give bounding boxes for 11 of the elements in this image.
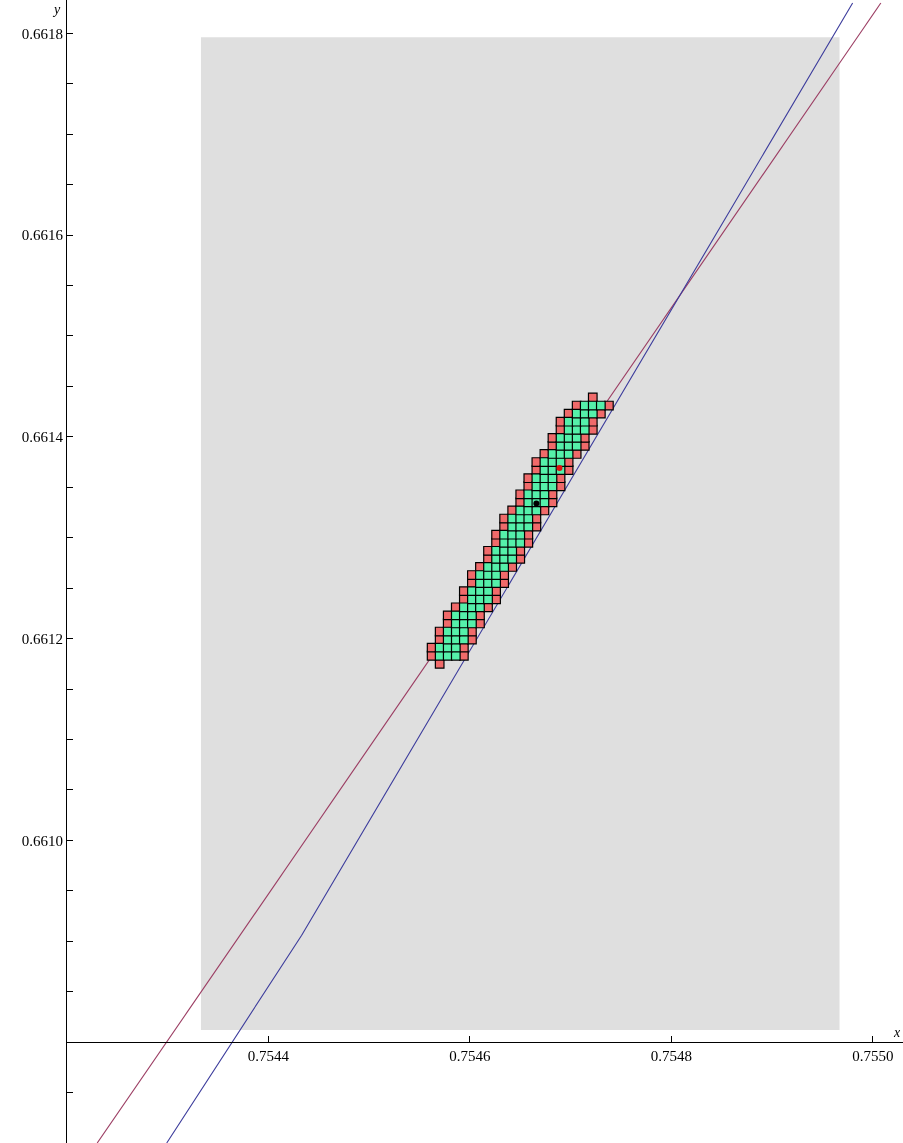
x-tick-label: 0.7544 xyxy=(247,1048,290,1065)
y-tick-label: 0.6614 xyxy=(21,429,64,446)
y-tick-label: 0.6610 xyxy=(21,832,63,849)
x-axis-title: x xyxy=(893,1025,901,1040)
y-tick-label: 0.6612 xyxy=(21,630,63,647)
x-tick-label: 0.7550 xyxy=(852,1048,894,1065)
y-axis-title: y xyxy=(52,2,61,17)
y-tick-label: 0.6616 xyxy=(21,227,64,244)
x-tick-label: 0.7548 xyxy=(650,1048,692,1065)
x-tick-label: 0.7546 xyxy=(449,1048,492,1065)
y-tick-label: 0.6618 xyxy=(21,25,63,42)
